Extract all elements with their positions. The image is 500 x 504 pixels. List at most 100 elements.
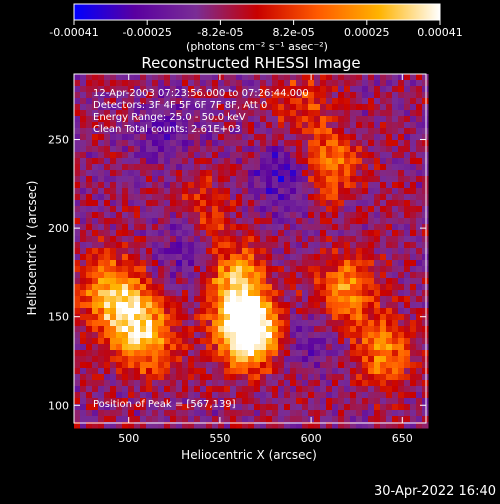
heatmap-cell (200, 122, 207, 129)
heatmap-cell (140, 410, 147, 417)
heatmap-cell (128, 158, 135, 165)
heatmap-cell (296, 368, 303, 375)
heatmap-cell (176, 86, 183, 93)
heatmap-cell (254, 416, 261, 423)
heatmap-cell (242, 242, 249, 249)
heatmap-cell (170, 248, 177, 255)
heatmap-cell (338, 266, 345, 273)
heatmap-cell (74, 158, 81, 165)
heatmap-cell (164, 308, 171, 315)
heatmap-cell (422, 260, 429, 267)
heatmap-cell (116, 182, 123, 189)
heatmap-cell (188, 176, 195, 183)
heatmap-cell (134, 170, 141, 177)
heatmap-cell (422, 332, 429, 339)
heatmap-cell (236, 152, 243, 159)
heatmap-cell (170, 110, 177, 117)
heatmap-cell (146, 230, 153, 237)
heatmap-cell (302, 230, 309, 237)
heatmap-cell (116, 386, 123, 393)
heatmap-cell (98, 104, 105, 111)
heatmap-cell (368, 224, 375, 231)
heatmap-cell (74, 230, 81, 237)
heatmap-cell (296, 248, 303, 255)
heatmap-cell (104, 338, 111, 345)
heatmap-cell (170, 374, 177, 381)
heatmap-cell (398, 416, 405, 423)
heatmap-cell (380, 296, 387, 303)
heatmap-cell (86, 164, 93, 171)
heatmap-cell (362, 146, 369, 153)
heatmap-cell (350, 86, 357, 93)
heatmap-cell (248, 248, 255, 255)
heatmap-cell (272, 266, 279, 273)
heatmap-cell (140, 308, 147, 315)
heatmap-cell (218, 374, 225, 381)
heatmap-cell (260, 296, 267, 303)
heatmap-cell (410, 326, 417, 333)
heatmap-cell (362, 176, 369, 183)
heatmap-cell (362, 104, 369, 111)
heatmap-cell (140, 260, 147, 267)
heatmap-cell (266, 86, 273, 93)
heatmap-cell (254, 128, 261, 135)
heatmap-cell (344, 332, 351, 339)
heatmap-cell (290, 230, 297, 237)
heatmap-cell (218, 278, 225, 285)
heatmap-cell (260, 248, 267, 255)
heatmap-cell (278, 146, 285, 153)
heatmap-cell (338, 182, 345, 189)
heatmap-cell (254, 320, 261, 327)
heatmap-cell (410, 110, 417, 117)
heatmap-cell (332, 284, 339, 291)
heatmap-cell (278, 86, 285, 93)
heatmap-cell (152, 242, 159, 249)
heatmap-cell (314, 212, 321, 219)
heatmap-cell (152, 206, 159, 213)
heatmap-cell (410, 380, 417, 387)
heatmap-cell (278, 242, 285, 249)
heatmap-cell (182, 176, 189, 183)
heatmap-cell (218, 284, 225, 291)
heatmap-cell (296, 344, 303, 351)
heatmap-cell (404, 86, 411, 93)
heatmap-cell (356, 344, 363, 351)
heatmap-cell (248, 362, 255, 369)
heatmap-cell (362, 194, 369, 201)
heatmap-cell (134, 398, 141, 405)
heatmap-cell (398, 236, 405, 243)
heatmap-cell (398, 296, 405, 303)
heatmap-cell (422, 200, 429, 207)
heatmap-cell (308, 320, 315, 327)
heatmap-cell (122, 230, 129, 237)
heatmap-cell (386, 266, 393, 273)
heatmap-cell (278, 158, 285, 165)
heatmap-cell (386, 332, 393, 339)
heatmap-cell (344, 236, 351, 243)
heatmap-cell (218, 344, 225, 351)
heatmap-cell (170, 176, 177, 183)
heatmap-cell (170, 392, 177, 399)
heatmap-cell (404, 326, 411, 333)
heatmap-cell (380, 266, 387, 273)
x-tick-label: 600 (301, 432, 322, 445)
heatmap-cell (326, 140, 333, 147)
heatmap-cell (308, 278, 315, 285)
heatmap-cell (230, 422, 237, 429)
heatmap-cell (278, 218, 285, 225)
heatmap-cell (356, 176, 363, 183)
heatmap-cell (230, 386, 237, 393)
heatmap-cell (194, 176, 201, 183)
heatmap-cell (98, 146, 105, 153)
heatmap-cell (242, 410, 249, 417)
heatmap-cell (242, 320, 249, 327)
heatmap-cell (176, 248, 183, 255)
heatmap-cell (398, 212, 405, 219)
heatmap-cell (290, 92, 297, 99)
heatmap-cell (386, 344, 393, 351)
heatmap-cell (416, 200, 423, 207)
heatmap-cell (290, 176, 297, 183)
heatmap-cell (182, 182, 189, 189)
heatmap-cell (338, 218, 345, 225)
